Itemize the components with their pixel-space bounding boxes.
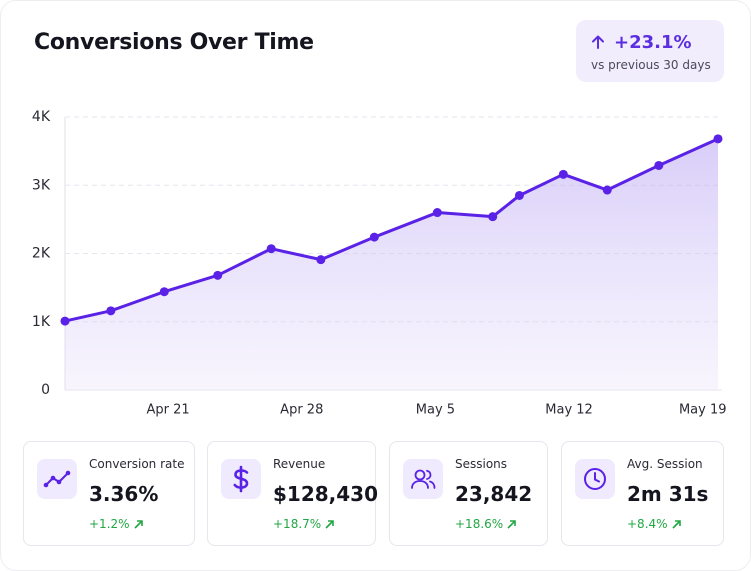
stat-change-row: +18.6% — [455, 517, 516, 531]
stat-card: Revenue $128,430 +18.7% — [207, 441, 379, 546]
data-point — [488, 212, 498, 222]
data-point — [654, 160, 664, 170]
data-point — [602, 185, 612, 195]
stat-change: +1.2% — [89, 517, 130, 531]
stat-card: Conversion rate 3.36% +1.2% — [23, 441, 195, 546]
stat-card: Avg. Session 2m 31s +8.4% — [561, 441, 724, 546]
stat-value: 23,842 — [455, 482, 533, 506]
badge-value: +23.1% — [614, 32, 692, 53]
badge-note: vs previous 30 days — [591, 58, 711, 72]
x-tick-label: May 5 — [416, 403, 455, 418]
data-point — [159, 287, 169, 297]
data-point — [316, 255, 326, 265]
stat-icon — [575, 459, 615, 499]
stat-change-row: +18.7% — [273, 517, 334, 531]
stat-label: Avg. Session — [627, 457, 703, 471]
y-tick-label: 3K — [32, 177, 51, 193]
stat-change: +8.4% — [627, 517, 668, 531]
y-tick-label: 4K — [32, 109, 51, 125]
y-tick-label: 2K — [32, 246, 51, 262]
stat-card: Sessions 23,842 +18.6% — [389, 441, 548, 546]
stat-icon — [221, 459, 261, 499]
data-point — [213, 270, 223, 280]
stat-change: +18.6% — [455, 517, 504, 531]
stat-label: Revenue — [273, 457, 326, 471]
data-point — [558, 169, 568, 179]
stat-change-row: +8.4% — [627, 517, 681, 531]
chart: 0 1K 2K 3K 4K Apr 21 Apr 28 May 5 May 12 May 19 — [32, 109, 727, 418]
stat-change: +18.7% — [273, 517, 322, 531]
stat-value: 3.36% — [89, 482, 159, 506]
up-arrow — [592, 35, 604, 49]
data-point — [266, 244, 276, 254]
stat-label: Sessions — [455, 457, 508, 471]
change-badge: +23.1% vs previous 30 days — [576, 20, 724, 82]
data-point — [713, 134, 723, 144]
y-tick-label: 0 — [41, 382, 50, 398]
stat-icon — [403, 459, 443, 499]
stat-change-row: +1.2% — [89, 517, 143, 531]
stat-value: 2m 31s — [627, 482, 709, 506]
y-tick-label: 1K — [32, 314, 51, 330]
x-tick-label: May 12 — [545, 403, 593, 418]
x-tick-label: Apr 28 — [280, 403, 323, 418]
data-point — [106, 306, 116, 316]
x-tick-label: May 19 — [679, 403, 727, 418]
data-point — [369, 232, 379, 242]
area — [65, 138, 718, 390]
data-point — [514, 190, 524, 200]
x-tick-label: Apr 21 — [147, 403, 190, 418]
stat-label: Conversion rate — [89, 457, 185, 471]
data-point — [432, 208, 442, 218]
data-point — [60, 316, 70, 326]
line — [64, 137, 719, 323]
stat-value: $128,430 — [273, 482, 379, 506]
chart-title: Conversions Over Time — [34, 30, 314, 55]
stat-icon — [37, 459, 77, 499]
